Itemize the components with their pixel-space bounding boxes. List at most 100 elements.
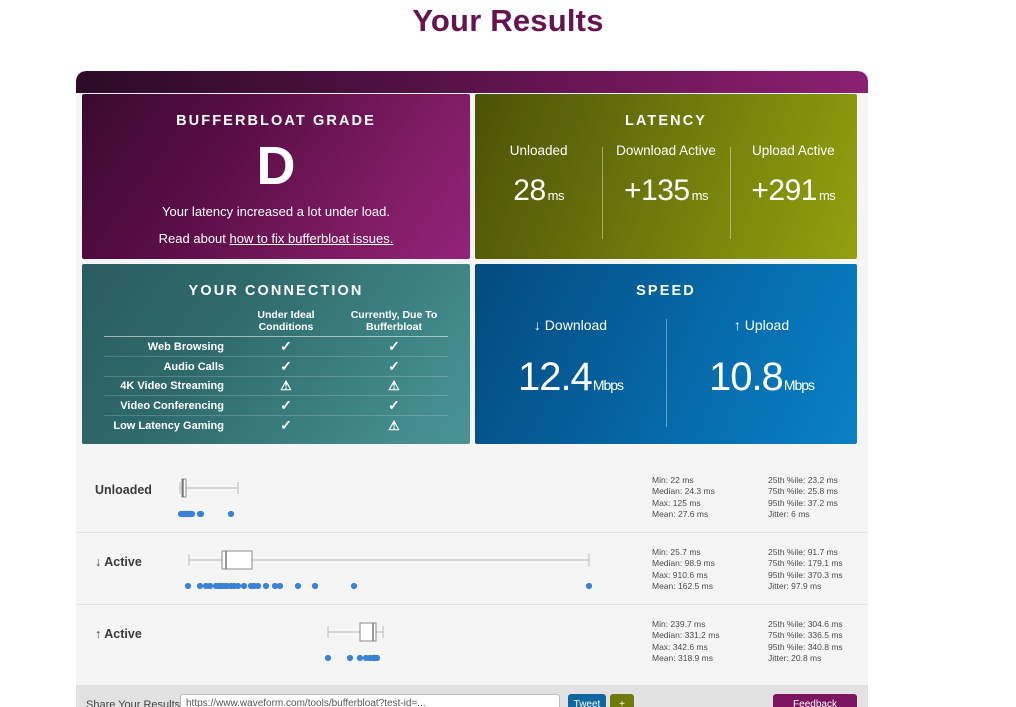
bufferbloat-grade-letter: D (256, 136, 296, 196)
connection-row-current: ⚠ (340, 416, 448, 436)
stat-max: Max: 125 ms (652, 497, 701, 508)
speed-upload: ↑ Upload 10.8Mbps (666, 317, 857, 437)
stat-mean: Mean: 162.5 ms (652, 581, 713, 592)
speed-download: ↓ Download 12.4Mbps (475, 317, 666, 437)
stat-min: Min: 239.7 ms (652, 619, 706, 629)
speed-upload-label: ↑ Upload (733, 317, 790, 333)
connection-header-ideal: Under Ideal Conditions (257, 309, 315, 333)
latency-stat-col-left: Min: 25.7 ms Median: 98.9 ms Max: 910.6 ms… (652, 547, 744, 593)
connection-table-header-row: Under Ideal Conditions Currently, Due To… (104, 309, 448, 337)
feedback-button[interactable]: Feedback (773, 694, 857, 707)
latency-unloaded-label: Unloaded (509, 143, 568, 158)
table-row: Web Browsing ✓ ✓ (104, 336, 448, 357)
connection-table-body: Web Browsing ✓ ✓ Audio Calls ✓ ✓ 4K Video Stre… (104, 336, 448, 436)
panel-top-accent-bar (76, 71, 868, 93)
ideal-0-check-icon: ✓ (280, 338, 292, 354)
connection-row-label: Audio Calls (104, 356, 232, 377)
connection-header-current: Currently, Due To Bufferbloat (350, 309, 438, 333)
connection-row-label: 4K Video Streaming (104, 376, 232, 396)
ideal-4-check-icon: ✓ (280, 417, 292, 433)
latency-distribution-section: Unloaded Min: 22 ms Median: 24.3 ms Max: 12… (76, 461, 868, 677)
card-row-top: Bufferbloat Grade D Your latency increas… (82, 94, 862, 259)
latency-stat-row: ↓ Active Min: 25.7 ms Median: 98.9 ms Max: … (76, 533, 868, 605)
current-2-warning-icon: ⚠ (388, 378, 400, 393)
your-connection-card: Your Connection Under Ideal Conditions C… (82, 264, 470, 444)
table-row: 4K Video Streaming ⚠ ⚠ (104, 376, 448, 396)
boxplot-svg (184, 550, 593, 590)
latency-stat-row-label: ↓ Active (95, 555, 142, 569)
latency-boxplot (176, 461, 646, 533)
connection-row-ideal: ✓ (232, 416, 340, 436)
fix-bufferbloat-link[interactable]: how to fix bufferbloat issues. (229, 231, 394, 246)
cards-grid: Bufferbloat Grade D Your latency increas… (82, 94, 862, 449)
share-more-button[interactable]: + (610, 694, 634, 707)
share-bar-label: Share Your Results (86, 699, 181, 707)
latency-card: Latency Unloaded 28 ms Download Active +1… (475, 94, 857, 259)
stat-p25: 25th %ile: 91.7 ms (768, 547, 838, 557)
share-url-input[interactable]: https://www.waveform.com/tools/bufferblo… (180, 694, 560, 707)
speed-upload-unit: Mbps (783, 377, 815, 393)
stat-max: Max: 910.6 ms (652, 569, 708, 580)
ideal-3-check-icon: ✓ (280, 397, 292, 413)
connection-capability-table: Under Ideal Conditions Currently, Due To… (104, 309, 448, 435)
connection-row-ideal: ⚠ (232, 376, 340, 396)
connection-row-ideal: ✓ (232, 356, 340, 377)
latency-stat-numbers: Min: 239.7 ms Median: 331.2 ms Max: 342.6 … (652, 619, 860, 665)
boxplot-svg (324, 622, 384, 662)
connection-row-ideal: ✓ (232, 336, 340, 357)
speed-upload-value: 10.8Mbps (666, 355, 857, 400)
latency-stat-col-right: 25th %ile: 23.2 ms 75th %ile: 25.8 ms 95th… (768, 475, 860, 521)
stat-p95: 95th %ile: 340.8 ms (768, 641, 843, 652)
latency-stat-col-left: Min: 22 ms Median: 24.3 ms Max: 125 ms Mean… (652, 475, 744, 521)
connection-row-current: ✓ (340, 356, 448, 377)
latency-download-active-number: +135 (624, 174, 690, 207)
bufferbloat-grade-readabout: Read about how to fix bufferbloat issues… (82, 228, 470, 249)
latency-boxplot (176, 533, 646, 605)
stat-max: Max: 342.6 ms (652, 641, 708, 652)
speed-download-label: ↓ Download (533, 317, 608, 333)
bufferbloat-grade-title: Bufferbloat Grade (176, 113, 376, 129)
current-1-check-icon: ✓ (388, 358, 400, 374)
your-connection-title: Your Connection (188, 283, 364, 299)
stat-jitter: Jitter: 97.9 ms (768, 581, 822, 592)
stat-jitter: Jitter: 20.8 ms (768, 653, 822, 664)
connection-row-current: ✓ (340, 336, 448, 357)
stat-median: Median: 98.9 ms (652, 558, 715, 569)
latency-stat-col-right: 25th %ile: 91.7 ms 75th %ile: 179.1 ms 95t… (768, 547, 860, 593)
stat-median: Median: 24.3 ms (652, 486, 715, 497)
speed-card-title: Speed (636, 283, 696, 299)
read-about-prefix: Read about (158, 231, 230, 246)
stat-p25: 25th %ile: 23.2 ms (768, 475, 838, 485)
latency-boxplot (176, 605, 646, 677)
latency-upload-active-number: +291 (751, 174, 817, 207)
results-panel: Bufferbloat Grade D Your latency increas… (76, 71, 868, 707)
latency-upload-active-label: Upload Active (752, 143, 835, 158)
latency-stat-row: ↑ Active Min: 239.7 ms Median: 331.2 ms Max… (76, 605, 868, 677)
stat-min: Min: 25.7 ms (652, 547, 701, 557)
table-row: Low Latency Gaming ✓ ⚠ (104, 416, 448, 436)
connection-row-current: ✓ (340, 395, 448, 416)
stat-p75: 75th %ile: 179.1 ms (768, 558, 843, 569)
connection-row-label: Video Conferencing (104, 395, 232, 416)
speed-download-number: 12.4 (517, 355, 593, 399)
speed-upload-number: 10.8 (708, 355, 784, 399)
tweet-button[interactable]: Tweet (568, 694, 606, 707)
stat-p75: 75th %ile: 25.8 ms (768, 486, 838, 497)
stat-mean: Mean: 27.6 ms (652, 509, 709, 520)
connection-table-head: Under Ideal Conditions Currently, Due To… (104, 309, 448, 337)
ideal-1-check-icon: ✓ (280, 358, 292, 374)
latency-download-active: Download Active +135 ms (602, 143, 729, 247)
page-title: Your Results (412, 3, 604, 38)
latency-stat-row-label: ↑ Active (95, 627, 142, 641)
latency-upload-active-unit: ms (818, 188, 836, 203)
latency-stat-col-right: 25th %ile: 304.6 ms 75th %ile: 336.5 ms 95… (768, 619, 860, 665)
latency-download-active-unit: ms (691, 188, 709, 203)
latency-columns: Unloaded 28 ms Download Active +135 ms Upl… (475, 143, 857, 247)
stat-p95: 95th %ile: 37.2 ms (768, 497, 838, 508)
latency-unloaded-unit: ms (547, 188, 565, 203)
current-3-check-icon: ✓ (388, 397, 400, 413)
stat-min: Min: 22 ms (652, 475, 694, 485)
speed-download-unit: Mbps (592, 377, 624, 393)
boxplot-svg (177, 478, 239, 518)
table-row: Audio Calls ✓ ✓ (104, 356, 448, 377)
